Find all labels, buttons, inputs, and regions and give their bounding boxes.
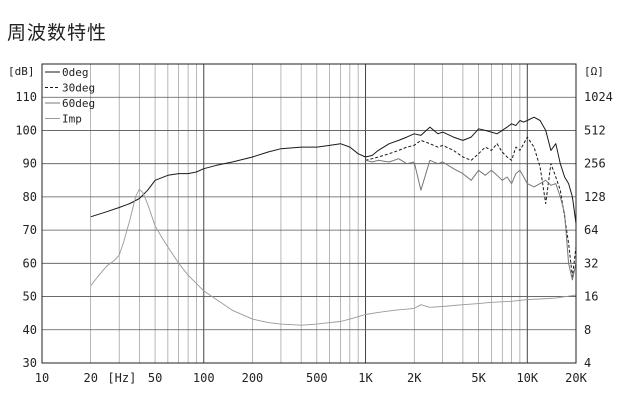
x-tick-label: 1K <box>358 371 373 385</box>
y2-tick-label: 256 <box>584 157 606 171</box>
x-tick-label: 200 <box>242 371 264 385</box>
y-tick-label: 40 <box>23 323 37 337</box>
x-tick-label: 20K <box>565 371 587 385</box>
y-axis-unit-label: [dB] <box>8 65 35 78</box>
y2-tick-label: 1024 <box>584 90 613 104</box>
x-tick-label: 10 <box>35 371 49 385</box>
y-axis-ticks: 30 40 50 60 70 80 90 100 110 <box>15 90 37 370</box>
y-tick-label: 30 <box>23 356 37 370</box>
x-axis-unit-label: [Hz] <box>107 371 136 385</box>
x-tick-label: 500 <box>306 371 328 385</box>
y2-tick-label: 8 <box>584 323 591 337</box>
x-tick-label: 100 <box>193 371 215 385</box>
y2-tick-label: 4 <box>584 356 591 370</box>
y2-axis-unit-label: [Ω] <box>584 65 604 78</box>
legend-label: Imp <box>62 113 82 126</box>
grid-lines <box>42 64 576 363</box>
x-tick-label: 2K <box>407 371 422 385</box>
y-tick-label: 50 <box>23 290 37 304</box>
y-tick-label: 60 <box>23 256 37 270</box>
y-tick-label: 90 <box>23 157 37 171</box>
series-line-imp <box>90 188 577 326</box>
y2-tick-label: 512 <box>584 123 606 137</box>
x-tick-label: 5K <box>471 371 486 385</box>
y2-axis-ticks: 4 8 16 32 64 128 256 512 1024 <box>584 90 613 370</box>
series-line-60deg <box>365 158 577 281</box>
series-line-30deg <box>365 136 577 278</box>
y2-tick-label: 64 <box>584 223 598 237</box>
y-tick-label: 100 <box>15 123 37 137</box>
y-tick-label: 70 <box>23 223 37 237</box>
y2-tick-label: 16 <box>584 290 598 304</box>
legend-label: 30deg <box>62 82 95 95</box>
page-title: 周波数特性 <box>7 22 108 44</box>
legend-label: 60deg <box>62 97 95 110</box>
x-tick-label: 20 <box>83 371 97 385</box>
x-tick-label: 10K <box>516 371 538 385</box>
y-tick-label: 110 <box>15 90 37 104</box>
legend: 0deg 30deg 60deg Imp <box>45 66 95 126</box>
x-axis-ticks: 10 20 50 100 200 500 1K 2K 5K 10K 20K <box>35 371 588 385</box>
plot-frame <box>41 63 577 364</box>
y-tick-label: 80 <box>23 190 37 204</box>
series-lines <box>90 116 577 326</box>
series-line-0deg <box>90 116 577 224</box>
x-tick-label: 50 <box>148 371 162 385</box>
y2-tick-label: 32 <box>584 256 598 270</box>
y2-tick-label: 128 <box>584 190 606 204</box>
legend-label: 0deg <box>62 66 89 79</box>
